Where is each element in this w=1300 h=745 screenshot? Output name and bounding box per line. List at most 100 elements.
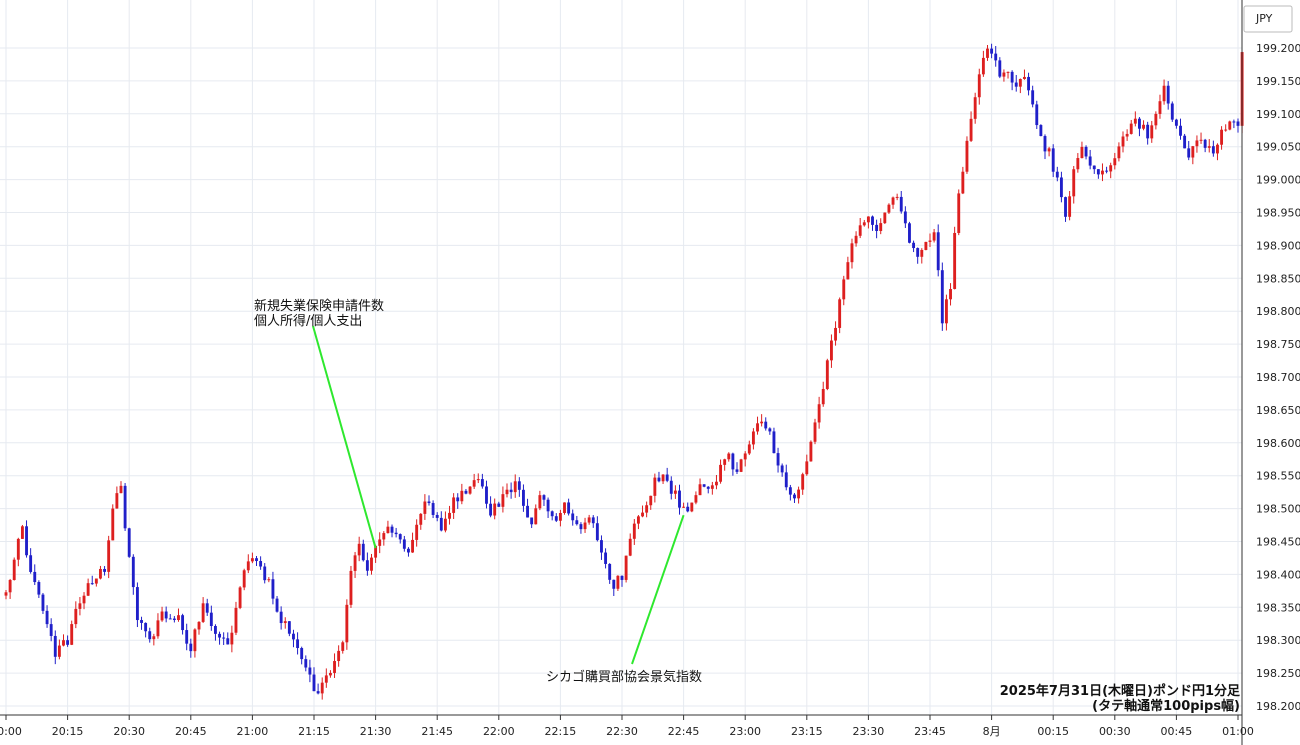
candle-body	[230, 632, 234, 645]
candle-body	[1068, 196, 1072, 217]
candle-body	[341, 642, 345, 651]
candle-body	[895, 196, 899, 198]
grid-lines	[0, 0, 1242, 715]
candle-body	[246, 561, 250, 571]
candle-body	[4, 592, 8, 596]
candle-body	[464, 490, 468, 494]
candle-body	[850, 243, 854, 263]
candle-body	[817, 404, 821, 423]
candle-body	[1080, 146, 1084, 159]
x-tick-label: 22:30	[606, 725, 638, 738]
candle-body	[308, 667, 312, 675]
candle-body	[600, 540, 603, 553]
y-tick-label: 198.600	[1256, 437, 1300, 450]
candle-body	[936, 232, 940, 271]
candle-body	[1002, 72, 1006, 77]
candle-body	[776, 453, 780, 466]
candle-body	[386, 526, 390, 534]
candle-body	[115, 493, 119, 509]
candle-body	[1010, 71, 1014, 83]
candle-body	[423, 501, 427, 514]
candle-body	[780, 465, 784, 473]
y-tick-label: 198.750	[1256, 338, 1300, 351]
candle-body	[74, 608, 78, 625]
candle-body	[526, 505, 529, 518]
candle-body	[579, 524, 583, 530]
candle-body	[193, 629, 197, 652]
y-tick-label: 199.200	[1256, 42, 1300, 55]
candle-body	[1117, 146, 1121, 159]
candle-body	[801, 474, 805, 490]
candle-body	[932, 232, 936, 241]
candle-body	[435, 514, 439, 518]
candle-body	[131, 556, 135, 588]
candle-body	[185, 630, 189, 644]
y-tick-label: 198.450	[1256, 536, 1300, 549]
candle-body	[842, 279, 846, 300]
candle-body	[66, 640, 70, 645]
caption-line-2: (タテ軸通常100pips幅)	[1092, 698, 1240, 714]
annotation-line	[631, 514, 685, 665]
x-tick-label: 23:00	[729, 725, 761, 738]
candle-body	[135, 587, 139, 621]
candle-body	[489, 503, 493, 516]
candle-body	[641, 512, 644, 517]
candle-body	[669, 480, 673, 494]
candle-body	[653, 477, 657, 496]
candle-body	[1088, 156, 1092, 166]
candle-body	[99, 568, 102, 579]
candle-body	[731, 453, 735, 470]
candle-body	[1179, 125, 1182, 136]
candle-body	[448, 512, 451, 519]
candle-body	[723, 459, 727, 465]
candle-body	[554, 516, 558, 521]
annotation-label: 個人所得/個人支出	[254, 313, 362, 329]
candle-body	[784, 472, 788, 488]
candle-body	[460, 490, 464, 502]
candle-body	[575, 520, 579, 525]
candle-body	[538, 495, 542, 509]
candle-body	[407, 548, 410, 553]
candle-body	[427, 501, 431, 504]
candle-body	[965, 140, 969, 172]
candle-body	[1059, 177, 1063, 198]
candle-body	[1166, 85, 1170, 104]
y-tick-label: 198.850	[1256, 272, 1300, 285]
candle-body	[382, 533, 386, 540]
candle-body	[973, 97, 977, 119]
candle-body	[1199, 139, 1203, 141]
candle-body	[1039, 125, 1043, 137]
y-tick-label: 199.150	[1256, 75, 1300, 88]
candle-body	[940, 270, 944, 324]
candle-body	[415, 524, 419, 540]
candle-body	[148, 631, 152, 640]
candle-body	[1224, 129, 1228, 131]
candle-body	[111, 508, 115, 541]
candle-body	[710, 485, 714, 489]
candle-body	[1138, 118, 1141, 129]
candle-body	[866, 216, 870, 223]
candle-body	[267, 579, 271, 581]
candle-body	[45, 610, 49, 625]
candle-body	[37, 582, 41, 595]
x-tick-label: 8月	[983, 725, 1001, 738]
candle-body	[1195, 140, 1199, 147]
y-tick-label: 198.550	[1256, 470, 1300, 483]
candle-body	[682, 506, 686, 508]
candle-body	[320, 682, 324, 694]
candle-body	[604, 552, 608, 564]
candle-body	[891, 197, 895, 205]
candle-body	[591, 517, 595, 524]
candle-body	[871, 216, 874, 225]
candle-body	[916, 248, 920, 257]
candle-body	[1174, 119, 1178, 126]
candle-body	[583, 522, 587, 530]
candle-body	[374, 545, 378, 558]
candle-body	[1142, 124, 1145, 129]
candle-body	[1043, 136, 1047, 152]
candle-body	[1064, 197, 1067, 217]
candle-body	[899, 196, 903, 212]
candle-body	[94, 578, 98, 584]
x-tick-label: 21:45	[421, 725, 453, 738]
